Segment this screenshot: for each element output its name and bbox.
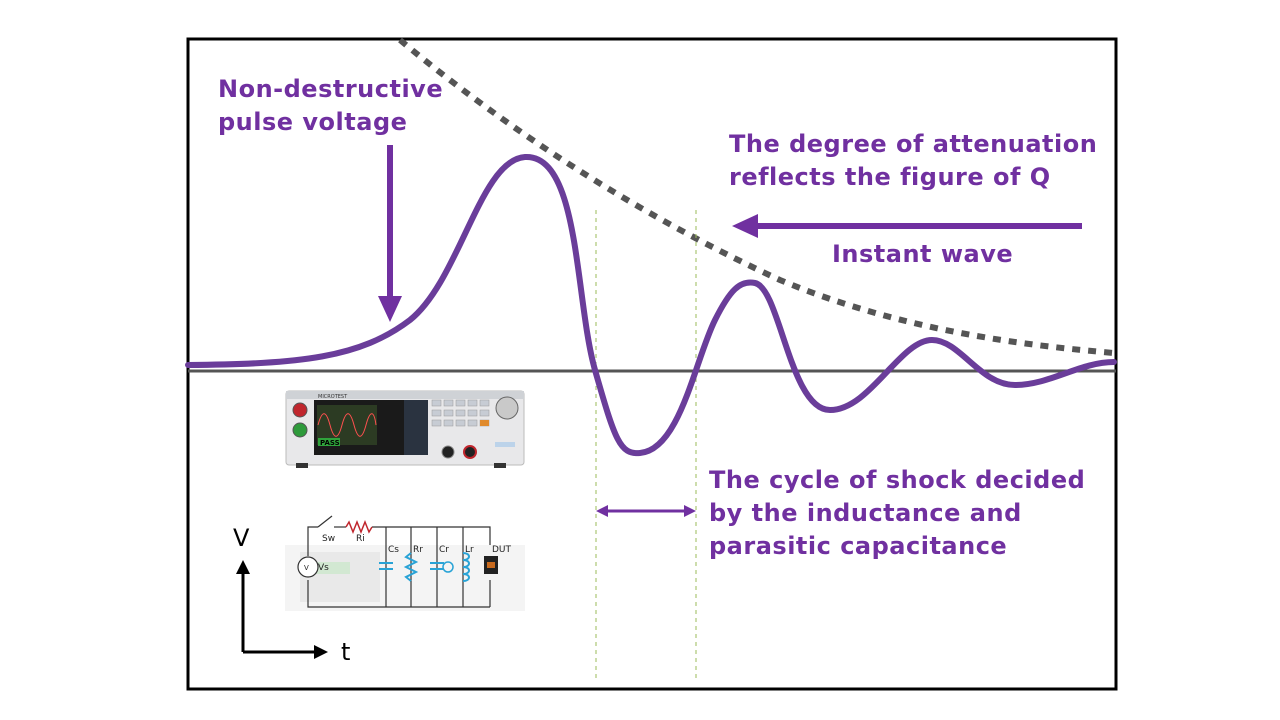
cycle-annotation-line-1: The cycle of shock decided xyxy=(709,466,1086,494)
attenuation-envelope xyxy=(398,37,1115,356)
cycle-annotation: The cycle of shock decided by the induct… xyxy=(709,464,1085,563)
circuit-schematic: Sw Ri V Vs Cs Rr Cr Lr DUT xyxy=(285,515,525,611)
attenuation-annotation-line-2: reflects the figure of Q xyxy=(729,163,1051,191)
inductor-lr-icon xyxy=(462,552,470,582)
device-brand-text: MICROTEST xyxy=(318,394,348,400)
rotary-knob-icon xyxy=(495,396,519,420)
dut-label: DUT xyxy=(492,545,512,555)
y-axis-label: V xyxy=(233,524,250,552)
device-result-text: PASS xyxy=(320,439,340,447)
tester-device: PASS MICROTEST xyxy=(285,390,525,468)
pulse-annotation-line-1: Non-destructive xyxy=(218,75,444,103)
pulse-arrow-head xyxy=(378,296,402,322)
capacitor-cr-label: Cr xyxy=(439,545,449,555)
source-symbol-label: V xyxy=(304,564,309,572)
voltage-source-icon xyxy=(297,556,319,578)
capacitor-cs-label: Cs xyxy=(388,545,399,555)
cycle-arrow-left-head xyxy=(596,505,608,517)
cycle-annotation-line-3: parasitic capacitance xyxy=(709,532,1008,560)
y-axis-arrow-head xyxy=(236,560,250,574)
resistor-rr-icon xyxy=(403,552,419,582)
instant-wave-label: Instant wave xyxy=(832,240,1014,268)
source-label: Vs xyxy=(318,563,329,573)
start-button-icon xyxy=(292,422,308,438)
x-axis-arrow-head xyxy=(314,645,328,659)
cycle-arrow-right-head xyxy=(684,505,696,517)
attenuation-annotation-line-1: The degree of attenuation xyxy=(729,130,1098,158)
resistor-ri-icon xyxy=(345,519,373,535)
x-axis-label: t xyxy=(341,638,351,666)
stop-button-icon xyxy=(292,402,308,418)
instant-wave-arrow-head xyxy=(732,214,758,238)
cycle-annotation-line-2: by the inductance and xyxy=(709,499,1022,527)
pulse-annotation-line-2: pulse voltage xyxy=(218,108,408,136)
attenuation-annotation: The degree of attenuation reflects the f… xyxy=(729,128,1097,194)
inductor-lr-label: Lr xyxy=(465,545,474,555)
pulse-voltage-annotation: Non-destructive pulse voltage xyxy=(218,73,443,139)
switch-label: Sw xyxy=(322,534,335,544)
resistor-ri-label: Ri xyxy=(356,534,365,544)
resistor-rr-label: Rr xyxy=(413,545,423,555)
damped-waveform xyxy=(185,153,1117,457)
